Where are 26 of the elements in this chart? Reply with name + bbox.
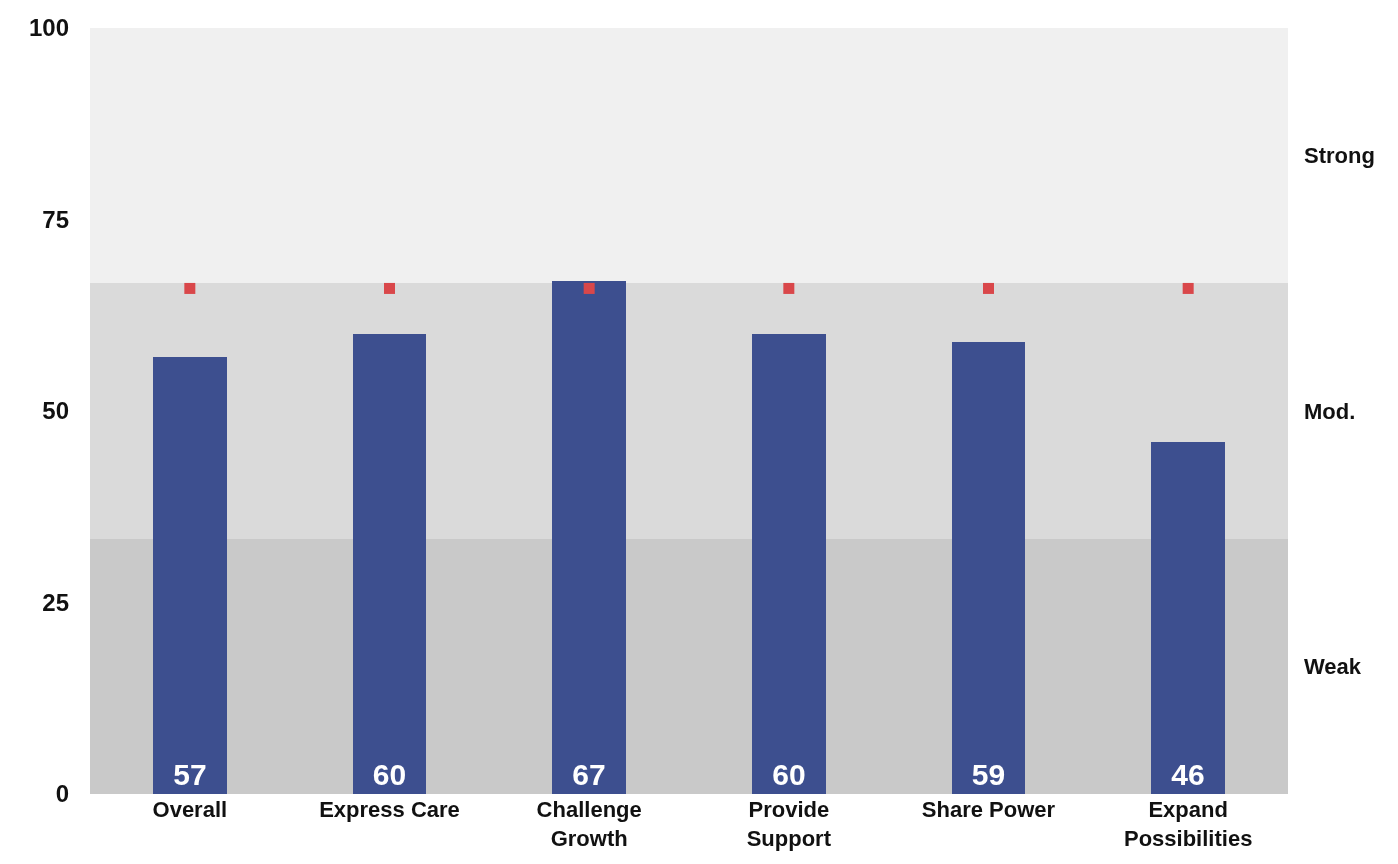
band-label: Strong [1304,143,1375,168]
x-tick-label: Express Care [319,797,460,822]
data-label: 60 [372,758,407,791]
data-label: 59 [971,758,1006,791]
data-label: 57 [173,758,207,791]
bar [353,334,426,794]
bar [1151,442,1225,794]
bar [552,281,626,794]
x-tick-label: Share Power [921,797,1056,822]
y-tick-label: 100 [28,14,69,42]
x-tick-label: Challenge Growth [536,797,642,851]
y-tick-label: 0 [55,780,69,808]
x-tick-label: Overall [152,797,228,822]
bar [153,357,227,794]
data-label: 60 [772,758,806,791]
band-label: Mod. [1304,399,1356,424]
bar [952,342,1025,794]
x-tick-label: Provide Support [746,797,832,851]
y-tick-label: 25 [42,588,69,616]
bar [752,334,826,794]
data-label: 46 [1171,758,1205,791]
data-label: 67 [572,758,606,791]
y-tick-label: 75 [42,205,69,233]
x-tick-label: Expand Possibilities [1123,797,1253,851]
y-tick-label: 50 [42,397,69,425]
band-label: Weak [1304,654,1362,679]
